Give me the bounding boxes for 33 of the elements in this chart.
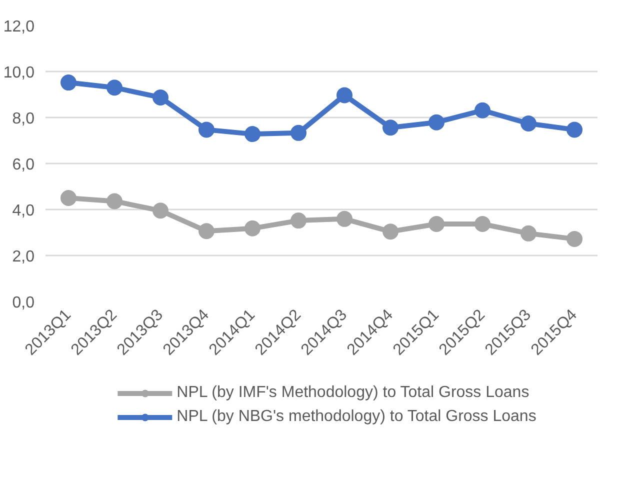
point: [290, 124, 306, 141]
legend-label: NPL (by NBG's methodology) to Total Gross Loans: [176, 408, 536, 426]
point: [520, 225, 536, 242]
y-tick-label: 0,0: [12, 294, 35, 312]
y-tick-label: 4,0: [12, 202, 35, 220]
point: [152, 202, 168, 219]
point: [566, 230, 582, 247]
legend-label: NPL (by IMF's Methodology) to Total Gross Loans: [176, 384, 530, 402]
point: [60, 190, 76, 206]
point: [382, 120, 398, 136]
point: [428, 114, 444, 130]
y-tick-label: 2,0: [12, 248, 35, 266]
point: [520, 115, 536, 132]
point: [336, 210, 352, 227]
y-tick-label: 8,0: [12, 110, 35, 128]
point: [290, 212, 306, 229]
y-tick-label: 10,0: [3, 64, 35, 82]
point: [474, 216, 490, 232]
point: [106, 193, 122, 210]
point: [106, 80, 122, 96]
point: [152, 90, 168, 106]
point: [244, 220, 260, 236]
point: [566, 122, 582, 138]
y-tick-label: 12,0: [3, 18, 35, 36]
y-tick-label: 6,0: [12, 156, 35, 174]
point: [336, 87, 352, 104]
point: [198, 223, 214, 240]
point: [474, 102, 490, 118]
point: [244, 126, 260, 142]
point: [428, 216, 444, 232]
point: [382, 224, 398, 240]
point: [198, 122, 214, 138]
point: [60, 74, 76, 91]
